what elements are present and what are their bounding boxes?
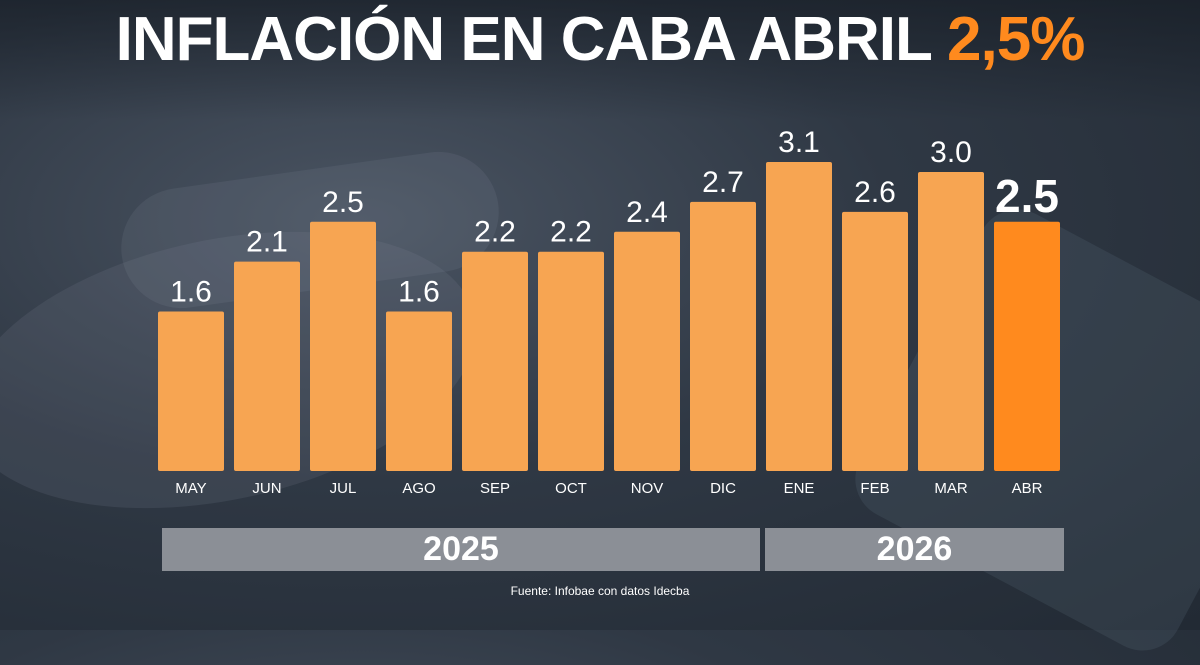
- x-tick-label-jul: JUL: [330, 480, 357, 497]
- bar-abr: [994, 221, 1060, 471]
- data-label-abr: 2.5: [995, 170, 1059, 222]
- bar-jul: [310, 221, 376, 471]
- data-label-oct: 2.2: [550, 216, 592, 249]
- data-label-ago: 1.6: [398, 276, 440, 309]
- x-tick-label-oct: OCT: [555, 480, 587, 497]
- title-main: INFLACIÓN EN CABA ABRIL: [115, 5, 948, 74]
- bar-ago: [386, 311, 452, 471]
- source-note: Fuente: Infobae con datos Idecba: [510, 584, 690, 598]
- x-tick-label-sep: SEP: [480, 480, 510, 497]
- data-label-jul: 2.5: [322, 186, 364, 219]
- bar-may: [158, 311, 224, 471]
- year-label-2025: 2025: [162, 528, 760, 571]
- bar-nov: [614, 231, 680, 471]
- data-label-dic: 2.7: [702, 166, 744, 199]
- x-tick-label-abr: ABR: [1012, 480, 1043, 497]
- x-tick-label-feb: FEB: [860, 480, 889, 497]
- bar-mar: [918, 171, 984, 471]
- bar-feb: [842, 211, 908, 471]
- bar-sep: [462, 251, 528, 471]
- data-label-nov: 2.4: [626, 196, 668, 229]
- x-tick-label-dic: DIC: [710, 480, 736, 497]
- bar-jun: [234, 261, 300, 471]
- x-tick-label-jun: JUN: [252, 480, 281, 497]
- x-tick-label-mar: MAR: [934, 480, 968, 497]
- x-tick-label-nov: NOV: [631, 480, 664, 497]
- bar-oct: [538, 251, 604, 471]
- data-label-feb: 2.6: [854, 176, 896, 209]
- data-label-sep: 2.2: [474, 216, 516, 249]
- x-tick-label-may: MAY: [175, 480, 206, 497]
- data-label-may: 1.6: [170, 276, 212, 309]
- year-label-2026: 2026: [765, 528, 1064, 571]
- data-label-mar: 3.0: [930, 136, 972, 169]
- page-title: INFLACIÓN EN CABA ABRIL 2,5%: [0, 4, 1200, 75]
- data-label-ene: 3.1: [778, 126, 820, 159]
- bar-dic: [690, 201, 756, 471]
- data-label-jun: 2.1: [246, 226, 288, 259]
- bar-ene: [766, 162, 832, 471]
- bar-chart: 1.6 MAY 2.1 JUN 2.5 JUL 1.6 AGO 2.2 SEP 2.2 OCT 2.4 N…: [158, 126, 1060, 497]
- title-highlight: 2,5%: [947, 5, 1085, 74]
- x-tick-label-ene: ENE: [784, 480, 815, 497]
- x-tick-label-ago: AGO: [402, 480, 435, 497]
